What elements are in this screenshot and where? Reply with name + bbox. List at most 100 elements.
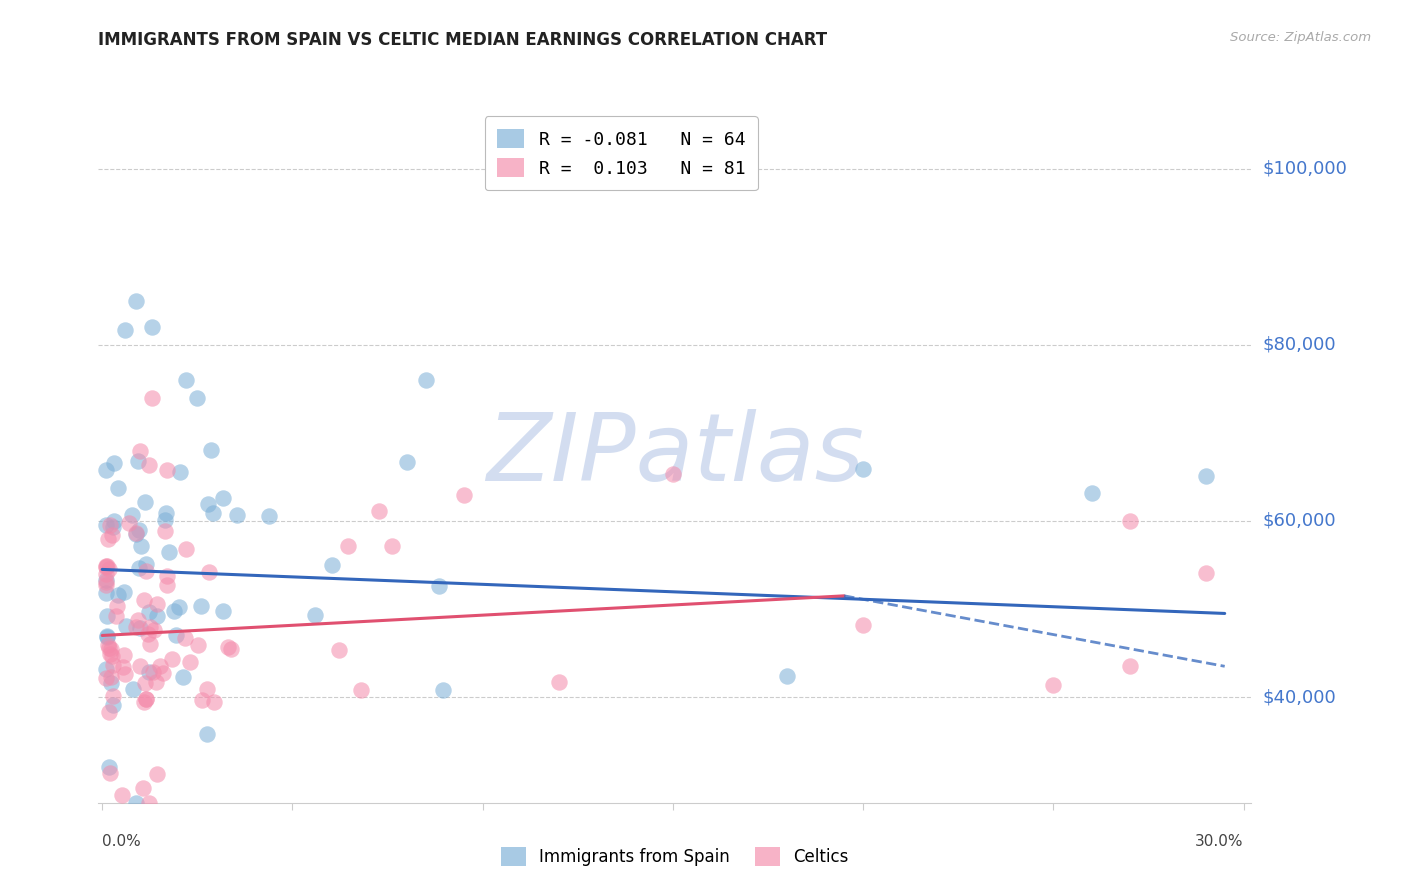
Point — [97, 640, 120, 655]
Point — [415, 373, 437, 387]
Point — [190, 599, 212, 613]
Point — [138, 458, 160, 472]
Point — [153, 513, 176, 527]
Point — [191, 693, 214, 707]
Point — [776, 669, 799, 683]
Point — [169, 465, 191, 479]
Point — [94, 573, 117, 587]
Point — [101, 657, 124, 672]
Point — [198, 566, 221, 580]
Point — [396, 455, 419, 469]
Point — [155, 506, 177, 520]
Point — [547, 675, 569, 690]
Point — [125, 293, 148, 308]
Point — [212, 491, 235, 505]
Point — [115, 619, 138, 633]
Point — [98, 765, 121, 780]
Point — [129, 539, 152, 553]
Text: $100,000: $100,000 — [1263, 160, 1347, 178]
Point — [128, 561, 150, 575]
Point — [96, 558, 118, 573]
Text: $60,000: $60,000 — [1263, 512, 1336, 530]
Point — [98, 647, 121, 661]
Point — [101, 519, 124, 533]
Point — [96, 629, 118, 643]
Point — [134, 675, 156, 690]
Point — [125, 527, 148, 541]
Point — [145, 597, 167, 611]
Point — [179, 655, 201, 669]
Point — [103, 690, 125, 704]
Point — [165, 628, 187, 642]
Point — [129, 621, 152, 635]
Point — [145, 674, 167, 689]
Point — [195, 727, 218, 741]
Point — [98, 517, 121, 532]
Point — [139, 620, 162, 634]
Point — [124, 525, 146, 540]
Point — [114, 323, 136, 337]
Point — [149, 659, 172, 673]
Point — [103, 514, 125, 528]
Point — [132, 781, 155, 796]
Point — [100, 675, 122, 690]
Point — [153, 524, 176, 538]
Point — [97, 638, 120, 652]
Text: Source: ZipAtlas.com: Source: ZipAtlas.com — [1230, 31, 1371, 45]
Point — [127, 454, 149, 468]
Point — [337, 539, 360, 553]
Point — [350, 682, 373, 697]
Legend: Immigrants from Spain, Celtics: Immigrants from Spain, Celtics — [492, 839, 858, 874]
Point — [186, 391, 208, 405]
Point — [107, 481, 129, 495]
Point — [100, 670, 122, 684]
Point — [94, 463, 117, 477]
Point — [174, 632, 197, 646]
Point — [112, 648, 135, 662]
Point — [174, 542, 197, 557]
Point — [145, 767, 167, 781]
Point — [101, 698, 124, 713]
Point — [135, 692, 157, 706]
Text: $80,000: $80,000 — [1263, 335, 1336, 354]
Text: $40,000: $40,000 — [1263, 688, 1336, 706]
Point — [138, 796, 160, 810]
Point — [141, 391, 163, 405]
Point — [167, 600, 190, 615]
Point — [94, 662, 117, 676]
Point — [141, 320, 163, 334]
Point — [156, 569, 179, 583]
Point — [94, 559, 117, 574]
Point — [852, 461, 875, 475]
Point — [852, 618, 875, 632]
Point — [146, 609, 169, 624]
Point — [100, 642, 122, 657]
Point — [135, 557, 157, 571]
Point — [136, 627, 159, 641]
Point — [104, 608, 127, 623]
Text: 0.0%: 0.0% — [103, 834, 141, 848]
Point — [111, 660, 134, 674]
Point — [96, 608, 118, 623]
Point — [1118, 514, 1140, 528]
Point — [174, 373, 197, 387]
Point — [202, 506, 225, 520]
Point — [138, 665, 160, 680]
Point — [117, 516, 139, 530]
Point — [105, 599, 128, 613]
Point — [94, 560, 117, 574]
Point — [128, 659, 150, 673]
Point — [1195, 566, 1218, 580]
Point — [97, 532, 120, 546]
Point — [226, 508, 249, 522]
Point — [321, 558, 343, 572]
Point — [138, 605, 160, 619]
Point — [112, 585, 135, 599]
Point — [187, 638, 209, 652]
Point — [1080, 486, 1102, 500]
Point — [367, 504, 389, 518]
Point — [143, 624, 166, 638]
Point — [127, 613, 149, 627]
Point — [202, 695, 225, 709]
Point — [160, 652, 183, 666]
